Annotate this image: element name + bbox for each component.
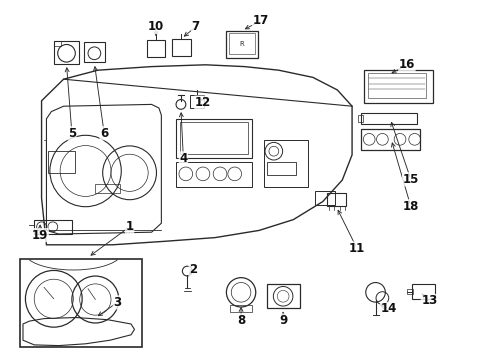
Text: 8: 8 (237, 314, 244, 327)
Text: 6: 6 (100, 127, 108, 140)
Text: 14: 14 (380, 302, 396, 315)
Bar (54, 41, 79, 64)
Bar (48, 151, 75, 173)
Bar (266, 284, 299, 308)
Text: 3: 3 (113, 296, 121, 309)
Bar (357, 115, 362, 122)
Bar (34, 220, 72, 234)
Text: 11: 11 (348, 242, 365, 255)
Bar (411, 284, 434, 299)
Text: 10: 10 (147, 21, 164, 33)
Text: R: R (239, 41, 244, 47)
Bar (315, 191, 334, 205)
Text: 17: 17 (252, 14, 268, 27)
Text: 13: 13 (420, 294, 437, 307)
Bar (266, 162, 295, 175)
Text: 12: 12 (194, 96, 211, 109)
Bar (146, 40, 165, 57)
Bar (180, 122, 248, 154)
Bar (364, 70, 432, 103)
Bar (229, 305, 252, 312)
Bar (367, 73, 426, 98)
Bar (20, 259, 142, 347)
Text: 2: 2 (189, 263, 197, 276)
Bar (225, 31, 257, 58)
Text: 18: 18 (402, 200, 418, 213)
Bar (172, 39, 190, 56)
Bar (176, 119, 251, 158)
Bar (95, 184, 120, 193)
Bar (189, 95, 204, 108)
Bar (229, 33, 254, 54)
Bar (360, 129, 419, 150)
Bar (176, 162, 251, 187)
Bar (84, 42, 104, 62)
Bar (264, 140, 307, 187)
Bar (406, 289, 412, 294)
Text: 4: 4 (179, 152, 187, 165)
Bar (54, 41, 61, 46)
Text: 1: 1 (125, 220, 133, 233)
Text: 5: 5 (68, 127, 76, 140)
Text: 7: 7 (191, 21, 199, 33)
Bar (326, 193, 346, 206)
Text: 9: 9 (279, 314, 286, 327)
Text: 16: 16 (398, 58, 414, 71)
Text: 15: 15 (402, 173, 418, 186)
Text: 19: 19 (32, 229, 48, 242)
Bar (360, 113, 416, 124)
